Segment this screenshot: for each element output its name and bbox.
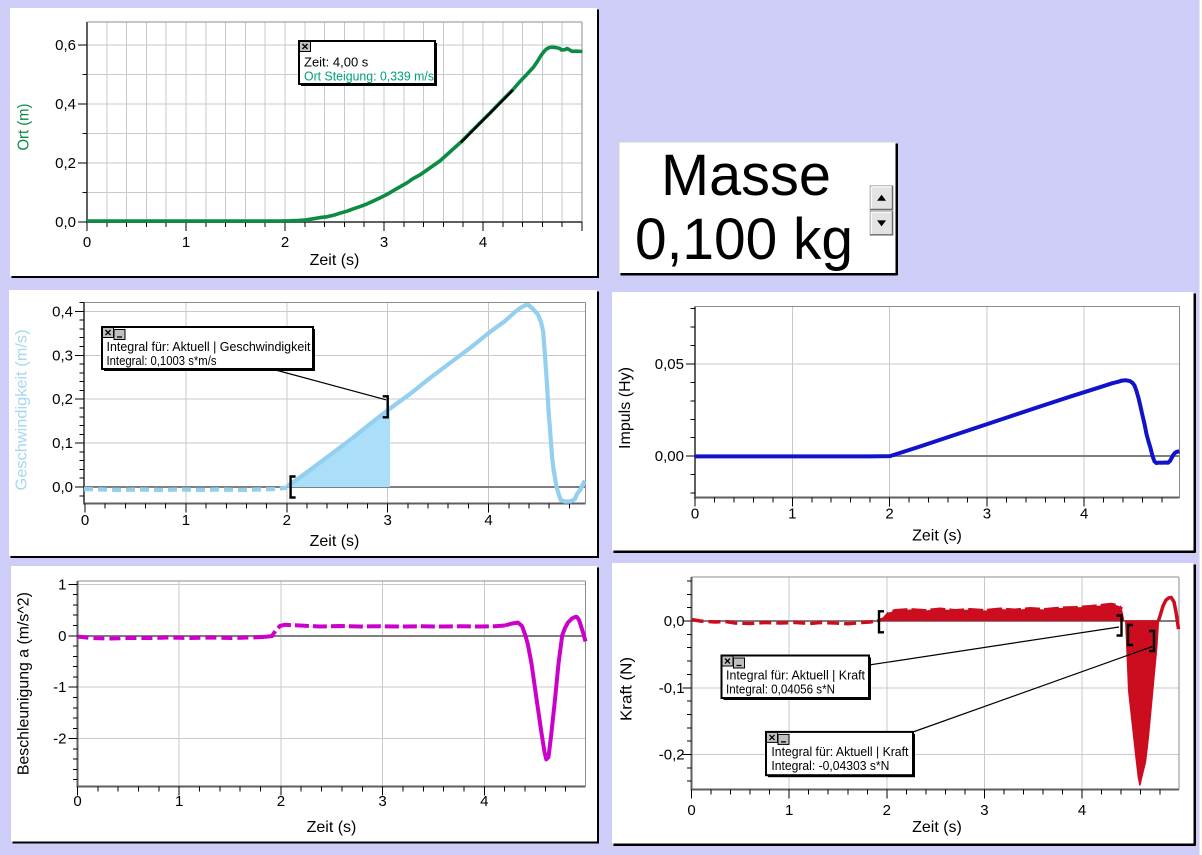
- svg-text:Kraft (N): Kraft (N): [619, 657, 636, 721]
- svg-text:-0,1: -0,1: [659, 680, 685, 697]
- svg-text:3: 3: [983, 506, 991, 523]
- svg-text:0,4: 0,4: [55, 96, 76, 113]
- svg-text:Integral: 0,1003 s*m/s: Integral: 0,1003 s*m/s: [107, 353, 217, 368]
- svg-text:1: 1: [175, 793, 183, 810]
- svg-text:Zeit: 4,00 s: Zeit: 4,00 s: [304, 55, 369, 70]
- svg-text:0: 0: [81, 512, 89, 529]
- svg-text:1: 1: [788, 506, 796, 523]
- svg-text:3: 3: [384, 512, 392, 529]
- svg-text:0,100 kg: 0,100 kg: [635, 207, 853, 272]
- svg-text:Zeit (s): Zeit (s): [310, 252, 360, 269]
- svg-text:3: 3: [378, 793, 386, 810]
- svg-text:Integral: 0,04056 s*N: Integral: 0,04056 s*N: [726, 682, 835, 697]
- svg-text:0,6: 0,6: [55, 37, 76, 54]
- svg-text:2: 2: [883, 802, 891, 819]
- svg-text:Integral für: Aktuell | Geschw: Integral für: Aktuell | Geschwindigkeit: [107, 339, 311, 354]
- svg-text:0: 0: [73, 793, 81, 810]
- svg-text:0,05: 0,05: [655, 356, 684, 373]
- svg-text:1: 1: [58, 576, 66, 593]
- svg-text:Integral für: Aktuell | Kraft: Integral für: Aktuell | Kraft: [726, 668, 865, 683]
- svg-text:0,0: 0,0: [55, 214, 76, 231]
- svg-text:-2: -2: [53, 731, 66, 748]
- svg-text:3: 3: [980, 802, 988, 819]
- svg-text:0,3: 0,3: [52, 347, 73, 364]
- svg-text:-0,2: -0,2: [659, 747, 685, 764]
- svg-text:-1: -1: [53, 679, 66, 696]
- svg-text:0,4: 0,4: [52, 303, 73, 320]
- svg-text:0,00: 0,00: [655, 448, 684, 465]
- svg-text:0,0: 0,0: [664, 613, 685, 630]
- svg-text:0,2: 0,2: [55, 155, 76, 172]
- svg-text:0: 0: [691, 506, 699, 523]
- svg-text:1: 1: [785, 802, 793, 819]
- svg-text:4: 4: [480, 793, 488, 810]
- svg-text:2: 2: [885, 506, 893, 523]
- svg-text:0: 0: [58, 628, 66, 645]
- svg-text:Zeit (s): Zeit (s): [912, 819, 962, 836]
- svg-text:0: 0: [83, 234, 91, 251]
- svg-text:Masse: Masse: [661, 143, 831, 208]
- svg-text:Zeit (s): Zeit (s): [912, 528, 962, 545]
- svg-text:Geschwindigkeit (m/s): Geschwindigkeit (m/s): [14, 330, 31, 491]
- svg-text:2: 2: [283, 512, 291, 529]
- svg-text:Ort Steigung: 0,339 m/s: Ort Steigung: 0,339 m/s: [304, 69, 434, 84]
- svg-text:4: 4: [1078, 802, 1086, 819]
- svg-text:Integral für: Aktuell | Kraft: Integral für: Aktuell | Kraft: [771, 744, 908, 759]
- svg-text:4: 4: [1080, 506, 1088, 523]
- svg-text:Integral: -0,04303 s*N: Integral: -0,04303 s*N: [771, 758, 889, 773]
- svg-text:4: 4: [479, 234, 487, 251]
- svg-text:1: 1: [182, 234, 190, 251]
- svg-text:1: 1: [182, 512, 190, 529]
- svg-text:Beschleunigung a (m/s^2): Beschleunigung a (m/s^2): [16, 592, 33, 775]
- svg-text:0: 0: [687, 802, 695, 819]
- svg-text:2: 2: [281, 234, 289, 251]
- svg-text:0,1: 0,1: [52, 435, 73, 452]
- svg-text:Impuls (Hy): Impuls (Hy): [617, 367, 634, 449]
- svg-text:0,2: 0,2: [52, 391, 73, 408]
- svg-text:Ort (m): Ort (m): [16, 104, 33, 151]
- svg-text:2: 2: [277, 793, 285, 810]
- svg-text:4: 4: [484, 512, 492, 529]
- svg-text:Zeit (s): Zeit (s): [307, 819, 357, 836]
- svg-text:3: 3: [380, 234, 388, 251]
- svg-text:0,0: 0,0: [52, 479, 73, 496]
- svg-text:Zeit (s): Zeit (s): [310, 533, 360, 550]
